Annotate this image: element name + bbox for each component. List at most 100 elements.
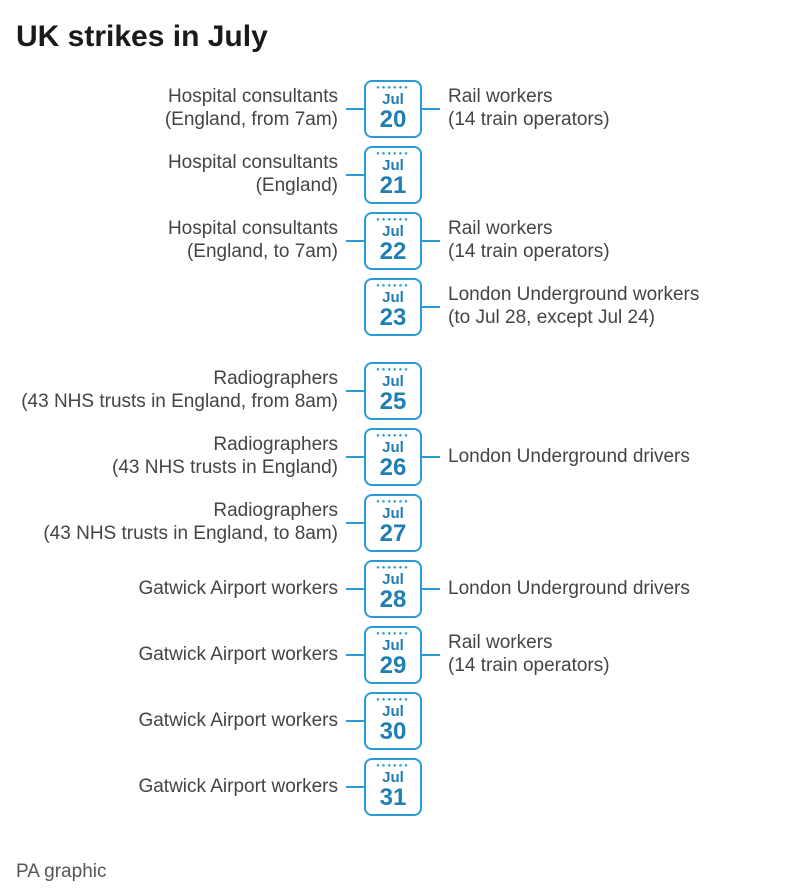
left-line1: Hospital consultants bbox=[16, 152, 338, 175]
right-line1: Rail workers bbox=[448, 86, 784, 109]
connector-left bbox=[346, 306, 364, 308]
timeline-row: Hospital consultants(England, from 7am)●… bbox=[16, 78, 784, 140]
calendar-month: Jul bbox=[382, 158, 404, 173]
connector-left bbox=[346, 522, 364, 524]
calendar-day: 25 bbox=[380, 390, 407, 414]
calendar-icon: ●●●●●●Jul30 bbox=[364, 692, 422, 750]
connector-left bbox=[346, 390, 364, 392]
timeline-row: Hospital consultants(England)●●●●●●Jul21 bbox=[16, 144, 784, 206]
left-line1: Radiographers bbox=[16, 368, 338, 391]
left-line1: Gatwick Airport workers bbox=[16, 776, 338, 799]
calendar-icon: ●●●●●●Jul25 bbox=[364, 362, 422, 420]
calendar-month: Jul bbox=[382, 770, 404, 785]
right-line1: London Underground workers bbox=[448, 284, 784, 307]
left-label: Radiographers(43 NHS trusts in England, … bbox=[16, 368, 346, 414]
left-line1: Gatwick Airport workers bbox=[16, 644, 338, 667]
connector-right bbox=[422, 456, 440, 458]
timeline-row: Gatwick Airport workers ●●●●●●Jul30 bbox=[16, 690, 784, 752]
calendar-day: 26 bbox=[380, 456, 407, 480]
calendar-icon: ●●●●●●Jul28 bbox=[364, 560, 422, 618]
left-line2: (England) bbox=[16, 175, 338, 198]
date-gap bbox=[16, 342, 784, 356]
left-label: Radiographers(43 NHS trusts in England) bbox=[16, 434, 346, 480]
calendar-month: Jul bbox=[382, 638, 404, 653]
calendar-icon: ●●●●●●Jul27 bbox=[364, 494, 422, 552]
calendar-icon: ●●●●●●Jul22 bbox=[364, 212, 422, 270]
connector-left bbox=[346, 108, 364, 110]
calendar-month: Jul bbox=[382, 704, 404, 719]
left-line2: (43 NHS trusts in England) bbox=[16, 457, 338, 480]
left-label: Hospital consultants(England, from 7am) bbox=[16, 86, 346, 132]
calendar-day: 22 bbox=[380, 240, 407, 264]
calendar-month: Jul bbox=[382, 290, 404, 305]
connector-left bbox=[346, 720, 364, 722]
calendar-day: 21 bbox=[380, 174, 407, 198]
left-label: Gatwick Airport workers bbox=[16, 710, 346, 733]
calendar-month: Jul bbox=[382, 92, 404, 107]
right-line2: (14 train operators) bbox=[448, 241, 784, 264]
right-label: Rail workers(14 train operators) bbox=[440, 632, 784, 678]
timeline: Hospital consultants(England, from 7am)●… bbox=[16, 78, 784, 818]
connector-right bbox=[422, 522, 440, 524]
calendar-day: 27 bbox=[380, 522, 407, 546]
calendar-day: 29 bbox=[380, 654, 407, 678]
page-title: UK strikes in July bbox=[16, 20, 784, 54]
left-label: Hospital consultants(England) bbox=[16, 152, 346, 198]
connector-right bbox=[422, 786, 440, 788]
calendar-month: Jul bbox=[382, 572, 404, 587]
right-line2: (to Jul 28, except Jul 24) bbox=[448, 307, 784, 330]
calendar-icon: ●●●●●●Jul31 bbox=[364, 758, 422, 816]
right-label: London Underground drivers bbox=[440, 446, 784, 469]
credit-label: PA graphic bbox=[16, 861, 106, 883]
left-label: Gatwick Airport workers bbox=[16, 644, 346, 667]
calendar-month: Jul bbox=[382, 440, 404, 455]
left-label: Gatwick Airport workers bbox=[16, 776, 346, 799]
connector-right bbox=[422, 390, 440, 392]
connector-right bbox=[422, 588, 440, 590]
calendar-day: 23 bbox=[380, 306, 407, 330]
timeline-row: Radiographers(43 NHS trusts in England, … bbox=[16, 492, 784, 554]
right-line1: London Underground drivers bbox=[448, 446, 784, 469]
connector-right bbox=[422, 720, 440, 722]
connector-right bbox=[422, 240, 440, 242]
left-line1: Radiographers bbox=[16, 434, 338, 457]
right-label: London Underground workers(to Jul 28, ex… bbox=[440, 284, 784, 330]
calendar-day: 20 bbox=[380, 108, 407, 132]
timeline-row: Hospital consultants(England, to 7am) ●●●… bbox=[16, 210, 784, 272]
left-line1: Hospital consultants bbox=[16, 86, 338, 109]
left-line1: Radiographers bbox=[16, 500, 338, 523]
calendar-day: 31 bbox=[380, 786, 407, 810]
right-label: Rail workers(14 train operators) bbox=[440, 86, 784, 132]
timeline-row: ●●●●●●Jul23 London Underground workers(to… bbox=[16, 276, 784, 338]
connector-right bbox=[422, 306, 440, 308]
left-line2: (England, to 7am) bbox=[16, 241, 338, 264]
connector-right bbox=[422, 174, 440, 176]
calendar-month: Jul bbox=[382, 224, 404, 239]
right-line1: Rail workers bbox=[448, 218, 784, 241]
timeline-row: Gatwick Airport workers ●●●●●●Jul28 London… bbox=[16, 558, 784, 620]
connector-left bbox=[346, 174, 364, 176]
connector-left bbox=[346, 456, 364, 458]
calendar-icon: ●●●●●●Jul23 bbox=[364, 278, 422, 336]
left-line1: Gatwick Airport workers bbox=[16, 710, 338, 733]
timeline-row: Radiographers(43 NHS trusts in England) ●… bbox=[16, 426, 784, 488]
right-label: Rail workers(14 train operators) bbox=[440, 218, 784, 264]
connector-right bbox=[422, 108, 440, 110]
calendar-icon: ●●●●●●Jul26 bbox=[364, 428, 422, 486]
connector-left bbox=[346, 240, 364, 242]
timeline-row: Gatwick Airport workers ●●●●●●Jul29 Rail w… bbox=[16, 624, 784, 686]
right-line2: (14 train operators) bbox=[448, 109, 784, 132]
calendar-month: Jul bbox=[382, 506, 404, 521]
connector-left bbox=[346, 588, 364, 590]
right-line2: (14 train operators) bbox=[448, 655, 784, 678]
left-label: Hospital consultants(England, to 7am) bbox=[16, 218, 346, 264]
calendar-day: 28 bbox=[380, 588, 407, 612]
connector-left bbox=[346, 654, 364, 656]
calendar-day: 30 bbox=[380, 720, 407, 744]
left-line1: Gatwick Airport workers bbox=[16, 578, 338, 601]
left-line2: (43 NHS trusts in England, from 8am) bbox=[16, 391, 338, 414]
left-line2: (England, from 7am) bbox=[16, 109, 338, 132]
calendar-icon: ●●●●●●Jul29 bbox=[364, 626, 422, 684]
connector-right bbox=[422, 654, 440, 656]
right-label: London Underground drivers bbox=[440, 578, 784, 601]
